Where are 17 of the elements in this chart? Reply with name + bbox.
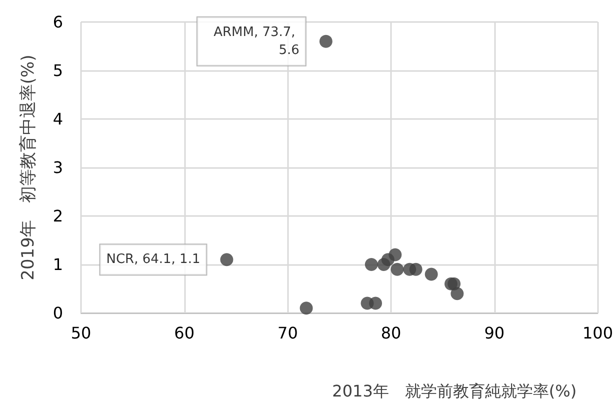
x-axis-title: 2013年 就学前教育純就学率(%) xyxy=(332,382,577,400)
x-tick-label: 50 xyxy=(70,324,92,342)
x-tick-label: 70 xyxy=(278,324,298,342)
y-tick-label: 6 xyxy=(52,12,63,32)
annotation: ARMM, 73.7, 5.6 xyxy=(214,24,300,58)
annotation: NCR, 64.1, 1.1 xyxy=(106,252,200,268)
y-tick-label: 2 xyxy=(52,206,63,226)
x-tick-label: 100 xyxy=(582,324,614,342)
y-tick-label: 3 xyxy=(52,158,63,177)
y-tick-label: 1 xyxy=(52,255,63,274)
x-tick-label: 60 xyxy=(174,324,195,342)
y-tick-label: 5 xyxy=(52,61,63,80)
y-tick-label: 0 xyxy=(52,304,63,322)
x-tick-label: 80 xyxy=(380,324,402,342)
y-tick-label: 4 xyxy=(52,110,63,128)
y-axis-title: 2019年 初等教育中退率(%) xyxy=(18,54,38,280)
x-tick-label: 90 xyxy=(484,324,505,342)
